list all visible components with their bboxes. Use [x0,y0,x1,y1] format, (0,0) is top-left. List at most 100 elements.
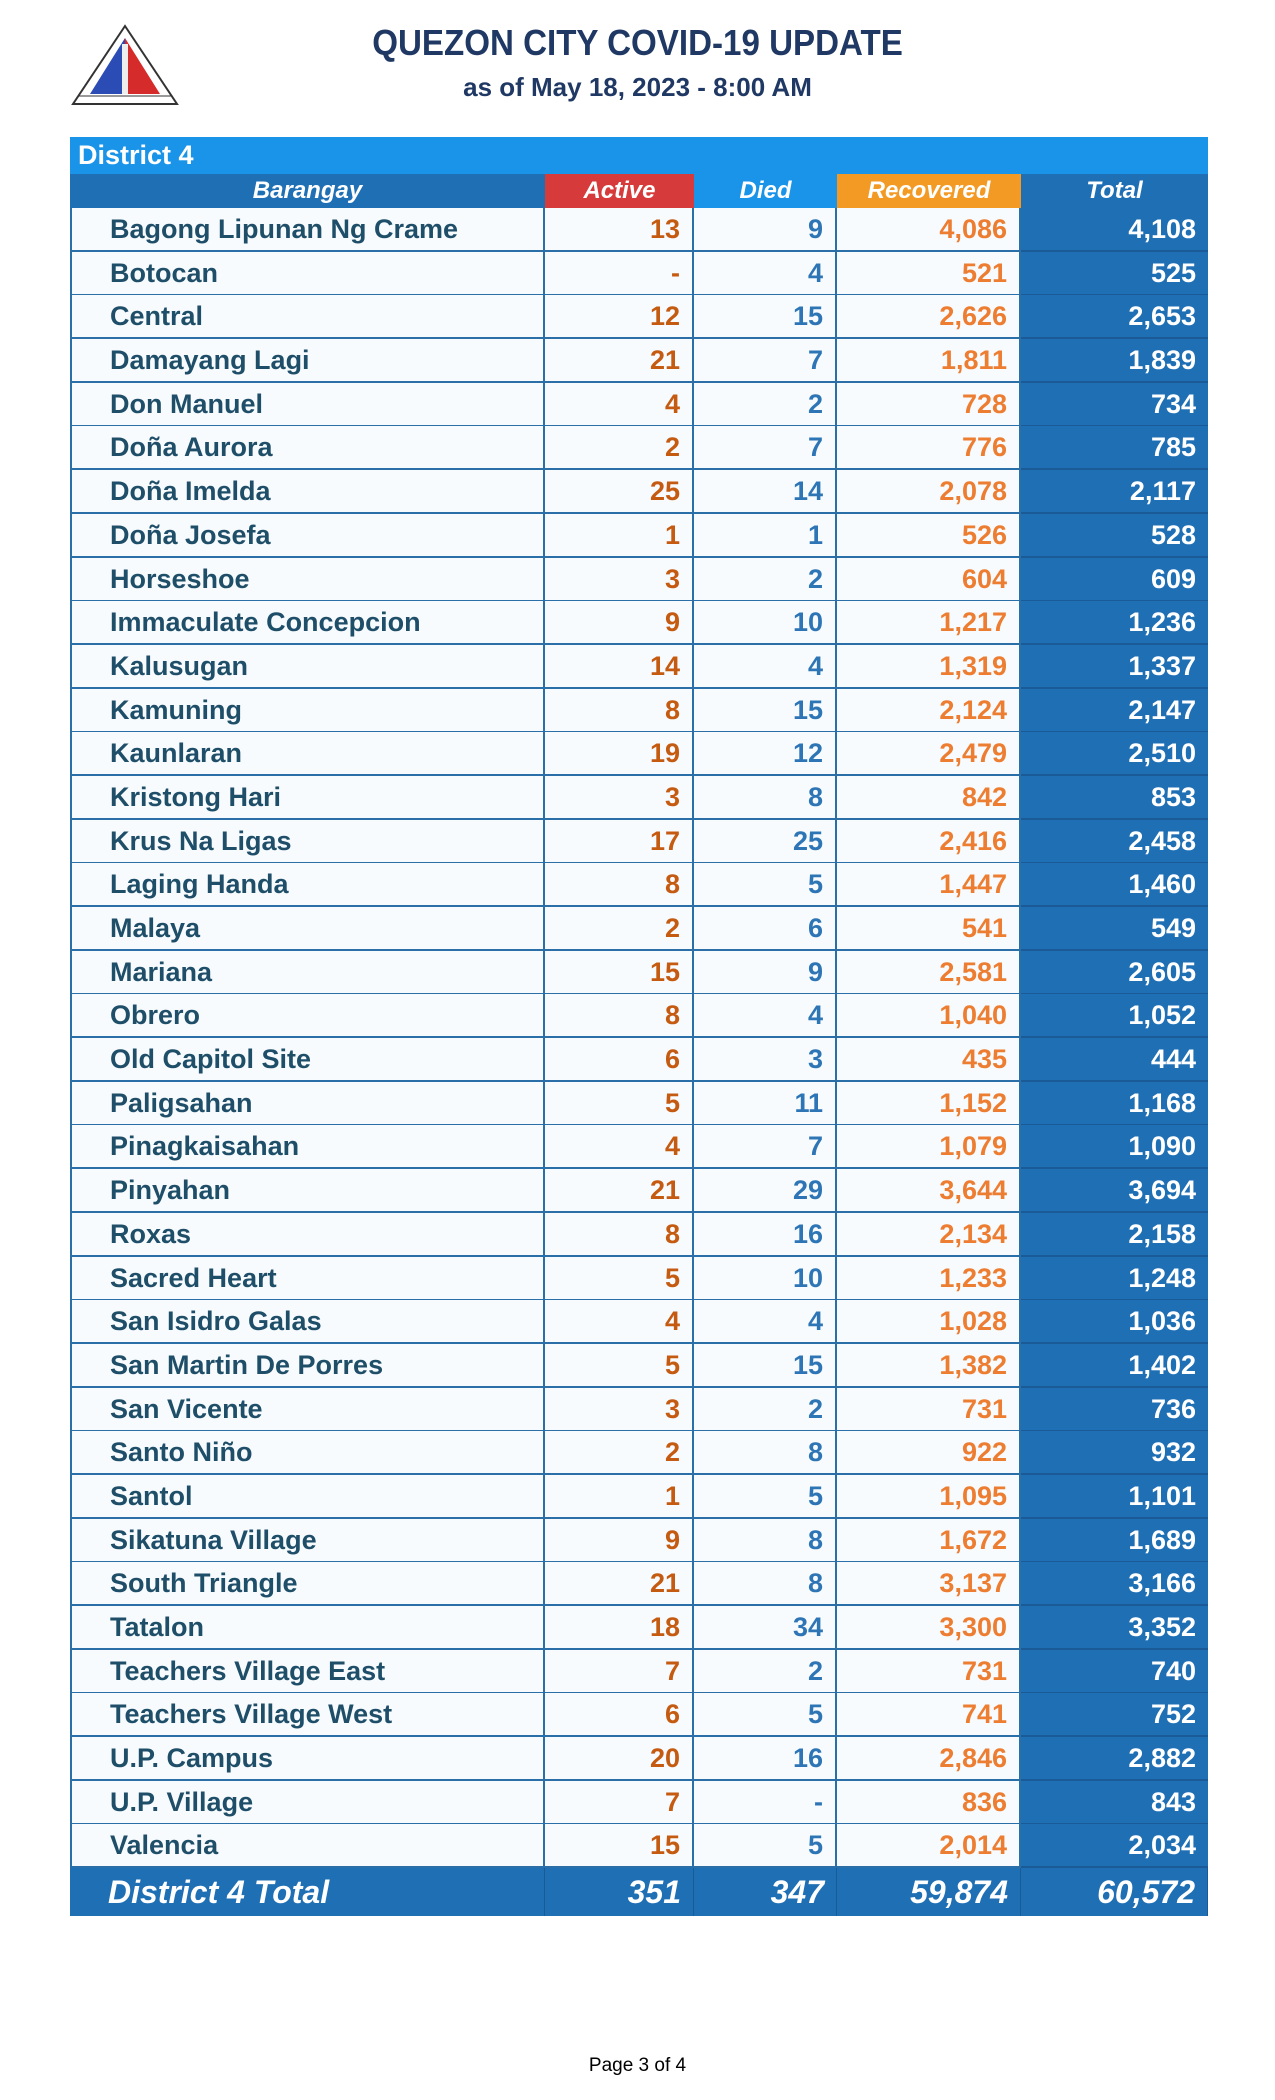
cell-active: 5 [545,1343,694,1388]
cell-barangay: Kamuning [70,688,545,733]
cell-barangay: South Triangle [70,1562,545,1607]
cell-died: 2 [694,1649,837,1694]
table-body: Bagong Lipunan Ng Crame 13 9 4,086 4,108 Boto… [70,208,1208,1869]
cell-active: 20 [545,1737,694,1782]
cell-recovered: 2,134 [837,1212,1021,1257]
table-row: Immaculate Concepcion 9 10 1,217 1,236 [70,601,1208,646]
cell-recovered: 1,811 [837,339,1021,384]
cell-died: 2 [694,557,837,602]
cell-recovered: 731 [837,1649,1021,1694]
cell-died: 5 [694,1824,837,1869]
cell-total: 549 [1021,907,1208,951]
table-row: South Triangle 21 8 3,137 3,166 [70,1562,1208,1607]
table-row: Santo Niño 2 8 922 932 [70,1431,1208,1476]
cell-active: 12 [545,295,694,340]
cell-active: 6 [545,1038,694,1083]
cell-active: 1 [545,513,694,558]
cell-died: 4 [694,1300,837,1345]
quezon-city-seal-logo [71,24,179,105]
cell-active: 4 [545,1125,694,1170]
table-header: Barangay Active Died Recovered Total [70,174,1208,208]
cell-barangay: San Isidro Galas [70,1300,545,1345]
page-title: QUEZON CITY COVID-19 UPDATE [372,22,903,63]
cell-died: 2 [694,1387,837,1432]
cell-active: 4 [545,1300,694,1345]
table-row: Pinagkaisahan 4 7 1,079 1,090 [70,1125,1208,1170]
table-row: Tatalon 18 34 3,300 3,352 [70,1606,1208,1650]
cell-total: 785 [1021,426,1208,471]
cell-died: 12 [694,732,837,777]
cell-total: 4,108 [1021,208,1208,252]
cell-died: 8 [694,1562,837,1607]
cell-died: 16 [694,1212,837,1257]
cell-recovered: 2,124 [837,688,1021,733]
cell-barangay: Roxas [70,1212,545,1257]
cell-barangay: Doña Imelda [70,470,545,515]
cell-barangay: Santo Niño [70,1431,545,1476]
table-row: Pinyahan 21 29 3,644 3,694 [70,1169,1208,1214]
table-row: Doña Aurora 2 7 776 785 [70,426,1208,471]
cell-total: 2,158 [1021,1212,1208,1257]
cell-total: 1,460 [1021,863,1208,908]
cell-died: 4 [694,644,837,689]
table-row: Krus Na Ligas 17 25 2,416 2,458 [70,819,1208,864]
cell-died: 4 [694,994,837,1039]
table-row: U.P. Campus 20 16 2,846 2,882 [70,1737,1208,1782]
table-row: Santol 1 5 1,095 1,101 [70,1474,1208,1519]
cell-died: 15 [694,688,837,733]
cell-active: 18 [545,1606,694,1650]
table-row: Roxas 8 16 2,134 2,158 [70,1212,1208,1257]
table-row: Kristong Hari 3 8 842 853 [70,775,1208,820]
cell-died: 5 [694,1474,837,1519]
cell-total: 444 [1021,1038,1208,1083]
total-died: 347 [694,1868,837,1917]
cell-barangay: Botocan [70,251,545,296]
cell-recovered: 1,319 [837,644,1021,689]
cell-recovered: 728 [837,382,1021,427]
cell-active: 25 [545,470,694,515]
total-recovered: 59,874 [837,1868,1021,1917]
total-label: District 4 Total [70,1868,545,1917]
cell-active: 21 [545,1562,694,1607]
cell-barangay: Immaculate Concepcion [70,601,545,646]
cell-barangay: Doña Josefa [70,513,545,558]
cell-active: 2 [545,1431,694,1476]
table-row: Sikatuna Village 9 8 1,672 1,689 [70,1518,1208,1563]
table-row: Kamuning 8 15 2,124 2,147 [70,688,1208,733]
col-died: Died [694,174,837,208]
cell-recovered: 1,447 [837,863,1021,908]
cell-total: 2,605 [1021,950,1208,995]
cell-died: 11 [694,1081,837,1126]
cell-total: 1,090 [1021,1125,1208,1170]
cell-total: 609 [1021,557,1208,602]
table-row: Laging Handa 8 5 1,447 1,460 [70,863,1208,908]
cell-recovered: 2,581 [837,950,1021,995]
cell-barangay: Horseshoe [70,557,545,602]
table-row: Old Capitol Site 6 3 435 444 [70,1038,1208,1083]
cell-barangay: Tatalon [70,1606,545,1650]
cell-total: 1,839 [1021,339,1208,384]
cell-died: 34 [694,1606,837,1650]
table-row: Kaunlaran 19 12 2,479 2,510 [70,732,1208,777]
cell-active: 2 [545,426,694,471]
cell-active: 2 [545,907,694,951]
cell-total: 2,882 [1021,1737,1208,1782]
cell-active: 9 [545,1518,694,1563]
col-barangay: Barangay [252,177,363,204]
cell-died: 15 [694,1343,837,1388]
table-row: Kalusugan 14 4 1,319 1,337 [70,644,1208,689]
cell-died: 14 [694,470,837,515]
cell-died: 25 [694,819,837,864]
cell-total: 2,147 [1021,688,1208,733]
cell-recovered: 604 [837,557,1021,602]
cell-active: 9 [545,601,694,646]
cell-recovered: 922 [837,1431,1021,1476]
cell-recovered: 1,382 [837,1343,1021,1388]
cell-total: 2,034 [1021,1824,1208,1869]
cell-total: 853 [1021,775,1208,820]
page-subtitle: as of May 18, 2023 - 8:00 AM [463,72,812,102]
cell-total: 1,236 [1021,601,1208,646]
table-row: Don Manuel 4 2 728 734 [70,382,1208,427]
cell-active: 3 [545,1387,694,1432]
cell-died: 4 [694,251,837,296]
